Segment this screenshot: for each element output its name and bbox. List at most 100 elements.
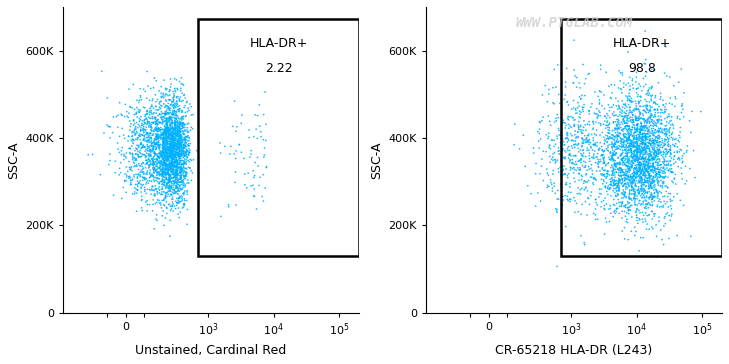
Point xyxy=(176,174,187,180)
Point xyxy=(164,151,176,157)
Point xyxy=(598,177,609,183)
Point xyxy=(650,127,661,133)
Point xyxy=(640,169,652,174)
Point xyxy=(162,163,174,169)
Point xyxy=(136,151,148,157)
Point xyxy=(182,207,193,213)
Point xyxy=(252,163,264,169)
Point xyxy=(130,146,142,152)
Point xyxy=(628,167,639,173)
Point xyxy=(628,166,640,172)
Point xyxy=(156,198,168,203)
Point xyxy=(174,148,185,154)
Point xyxy=(636,195,648,201)
Point xyxy=(159,159,171,165)
Point xyxy=(160,116,172,122)
Point xyxy=(607,111,618,117)
Point xyxy=(150,107,162,113)
Point xyxy=(572,105,583,111)
Point xyxy=(166,135,178,141)
Point xyxy=(560,135,572,141)
Point xyxy=(550,84,562,90)
Point xyxy=(154,128,165,134)
Point xyxy=(167,123,179,129)
Point xyxy=(159,162,171,168)
Point xyxy=(599,195,611,201)
Point xyxy=(617,195,629,201)
Point xyxy=(182,138,194,144)
Point xyxy=(660,211,672,217)
Point xyxy=(660,162,672,168)
Point xyxy=(165,145,177,150)
Point xyxy=(575,123,587,129)
Point xyxy=(174,153,185,158)
Point xyxy=(631,142,643,147)
Point xyxy=(610,169,622,175)
Point xyxy=(157,156,168,162)
Point xyxy=(619,102,631,107)
Point xyxy=(572,135,584,141)
Point xyxy=(165,152,176,158)
Point xyxy=(159,143,171,149)
Point xyxy=(610,166,622,172)
Point xyxy=(581,167,593,173)
Point xyxy=(169,100,181,106)
Point xyxy=(650,149,661,155)
Point xyxy=(609,143,620,149)
Point xyxy=(160,170,171,176)
Point xyxy=(180,172,192,178)
Point xyxy=(172,132,184,138)
Point xyxy=(174,179,186,185)
Point xyxy=(169,132,181,138)
Point xyxy=(636,134,647,140)
Point xyxy=(607,167,619,173)
Point xyxy=(166,203,178,209)
Point xyxy=(174,128,186,134)
Point xyxy=(158,150,170,156)
Point xyxy=(182,143,194,149)
Point xyxy=(174,150,185,155)
Point xyxy=(636,155,647,161)
Point xyxy=(169,109,181,115)
Point xyxy=(639,124,651,130)
Point xyxy=(149,192,160,198)
Point xyxy=(171,160,183,166)
Point xyxy=(152,97,163,103)
Point xyxy=(259,145,270,151)
Point xyxy=(647,132,659,138)
Point xyxy=(137,182,149,187)
Point xyxy=(621,94,633,100)
Point xyxy=(662,136,674,142)
Point xyxy=(650,174,661,180)
Point xyxy=(163,107,175,113)
Point xyxy=(159,146,171,152)
Point xyxy=(642,163,653,169)
Point xyxy=(124,127,136,133)
Point xyxy=(163,171,175,177)
Point xyxy=(155,135,166,141)
Point xyxy=(168,129,179,135)
Point xyxy=(633,188,644,194)
Point xyxy=(624,179,636,185)
Point xyxy=(184,135,195,141)
Point xyxy=(575,157,587,163)
Point xyxy=(623,135,634,141)
Point xyxy=(617,199,628,205)
Point xyxy=(590,154,601,160)
Point xyxy=(139,114,151,119)
Point xyxy=(623,174,634,180)
Point xyxy=(257,194,268,199)
Point xyxy=(179,152,190,158)
Point xyxy=(611,206,623,212)
Point xyxy=(658,242,669,248)
Point xyxy=(254,123,265,129)
Point xyxy=(163,118,175,123)
Point xyxy=(152,136,164,142)
Point xyxy=(126,130,138,136)
Point xyxy=(178,163,190,169)
Point xyxy=(160,131,171,137)
Point xyxy=(607,132,618,138)
Point xyxy=(166,159,178,165)
Point xyxy=(171,142,182,147)
Point xyxy=(618,170,630,175)
